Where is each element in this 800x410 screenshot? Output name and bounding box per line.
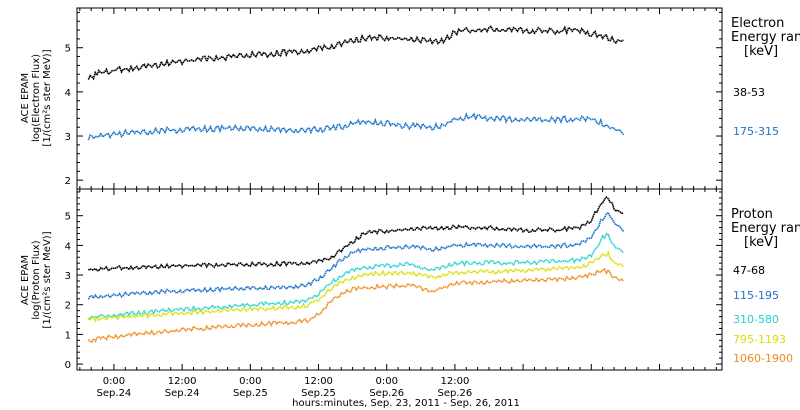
y-tick-label: 2 <box>65 176 71 187</box>
x-tick-label-time: 12:00 <box>168 376 197 387</box>
proton-panel-frame <box>76 188 723 371</box>
y-tick-label: 4 <box>65 241 71 252</box>
y-tick-label: 4 <box>65 88 71 99</box>
legend-label-115-195: 115-195 <box>733 289 779 302</box>
proton-ylabel-line3: [1/(cm²s ster MeV)] <box>42 231 53 328</box>
x-tick-label-date: Sep.24 <box>165 388 200 399</box>
x-tick-label-date: Sep.24 <box>97 388 132 399</box>
y-tick-label: 0 <box>65 360 71 371</box>
x-axis-label: hours:minutes, Sep. 23, 2011 - Sep. 26, … <box>292 398 520 409</box>
x-tick-label-date: Sep.26 <box>438 388 473 399</box>
series-line-115-195 <box>87 211 625 300</box>
y-tick-label: 3 <box>65 132 71 143</box>
proton-legend-title-3: [keV] <box>744 235 778 250</box>
proton-legend-title-2: Energy ran <box>731 221 800 236</box>
y-tick-label: 5 <box>65 44 71 55</box>
legend-label-1060-1900: 1060-1900 <box>733 352 793 365</box>
y-tick-label: 1 <box>65 330 71 341</box>
legend-label-175-315: 175-315 <box>733 125 779 138</box>
series-line-310-580 <box>88 233 625 321</box>
electron-panel-frame <box>76 7 723 190</box>
electron-legend-title-3: [keV] <box>744 44 778 59</box>
legend-label-47-68: 47-68 <box>733 264 765 277</box>
x-tick-label-time: 0:00 <box>375 376 397 387</box>
y-tick-label: 3 <box>65 271 71 282</box>
legend-label-310-580: 310-580 <box>733 313 779 326</box>
y-tick-label: 2 <box>65 301 71 312</box>
series-line-47-68 <box>87 195 624 272</box>
series-line-38-53 <box>87 25 624 81</box>
legend-label-795-1193: 795-1193 <box>733 333 786 346</box>
x-tick-label-time: 0:00 <box>239 376 261 387</box>
x-tick-label-time: 12:00 <box>304 376 333 387</box>
x-tick-label-date: Sep.25 <box>301 388 336 399</box>
x-tick-label-date: Sep.26 <box>369 388 404 399</box>
electron-ylabel-line1: ACE EPAM <box>20 73 31 123</box>
electron-ylabel-line2: log(Electron Flux) <box>31 54 42 142</box>
x-tick-label-time: 12:00 <box>440 376 469 387</box>
x-tick-label-time: 0:00 <box>103 376 125 387</box>
y-tick-label: 5 <box>65 212 71 223</box>
electron-ylabel-line3: [1/(cm²s ster MeV)] <box>42 49 53 146</box>
legend-label-38-53: 38-53 <box>733 86 765 99</box>
electron-legend-title-1: Electron <box>731 16 784 31</box>
x-tick-label-date: Sep.25 <box>233 388 268 399</box>
proton-legend-title-1: Proton <box>731 207 773 222</box>
series-line-795-1193 <box>87 250 625 323</box>
series-line-1060-1900 <box>87 267 625 344</box>
proton-ylabel-line2: log(Proton Flux) <box>31 240 42 319</box>
electron-legend-title-2: Energy ran <box>731 30 800 45</box>
series-line-175-315 <box>87 112 625 141</box>
proton-ylabel-line1: ACE EPAM <box>20 255 31 305</box>
